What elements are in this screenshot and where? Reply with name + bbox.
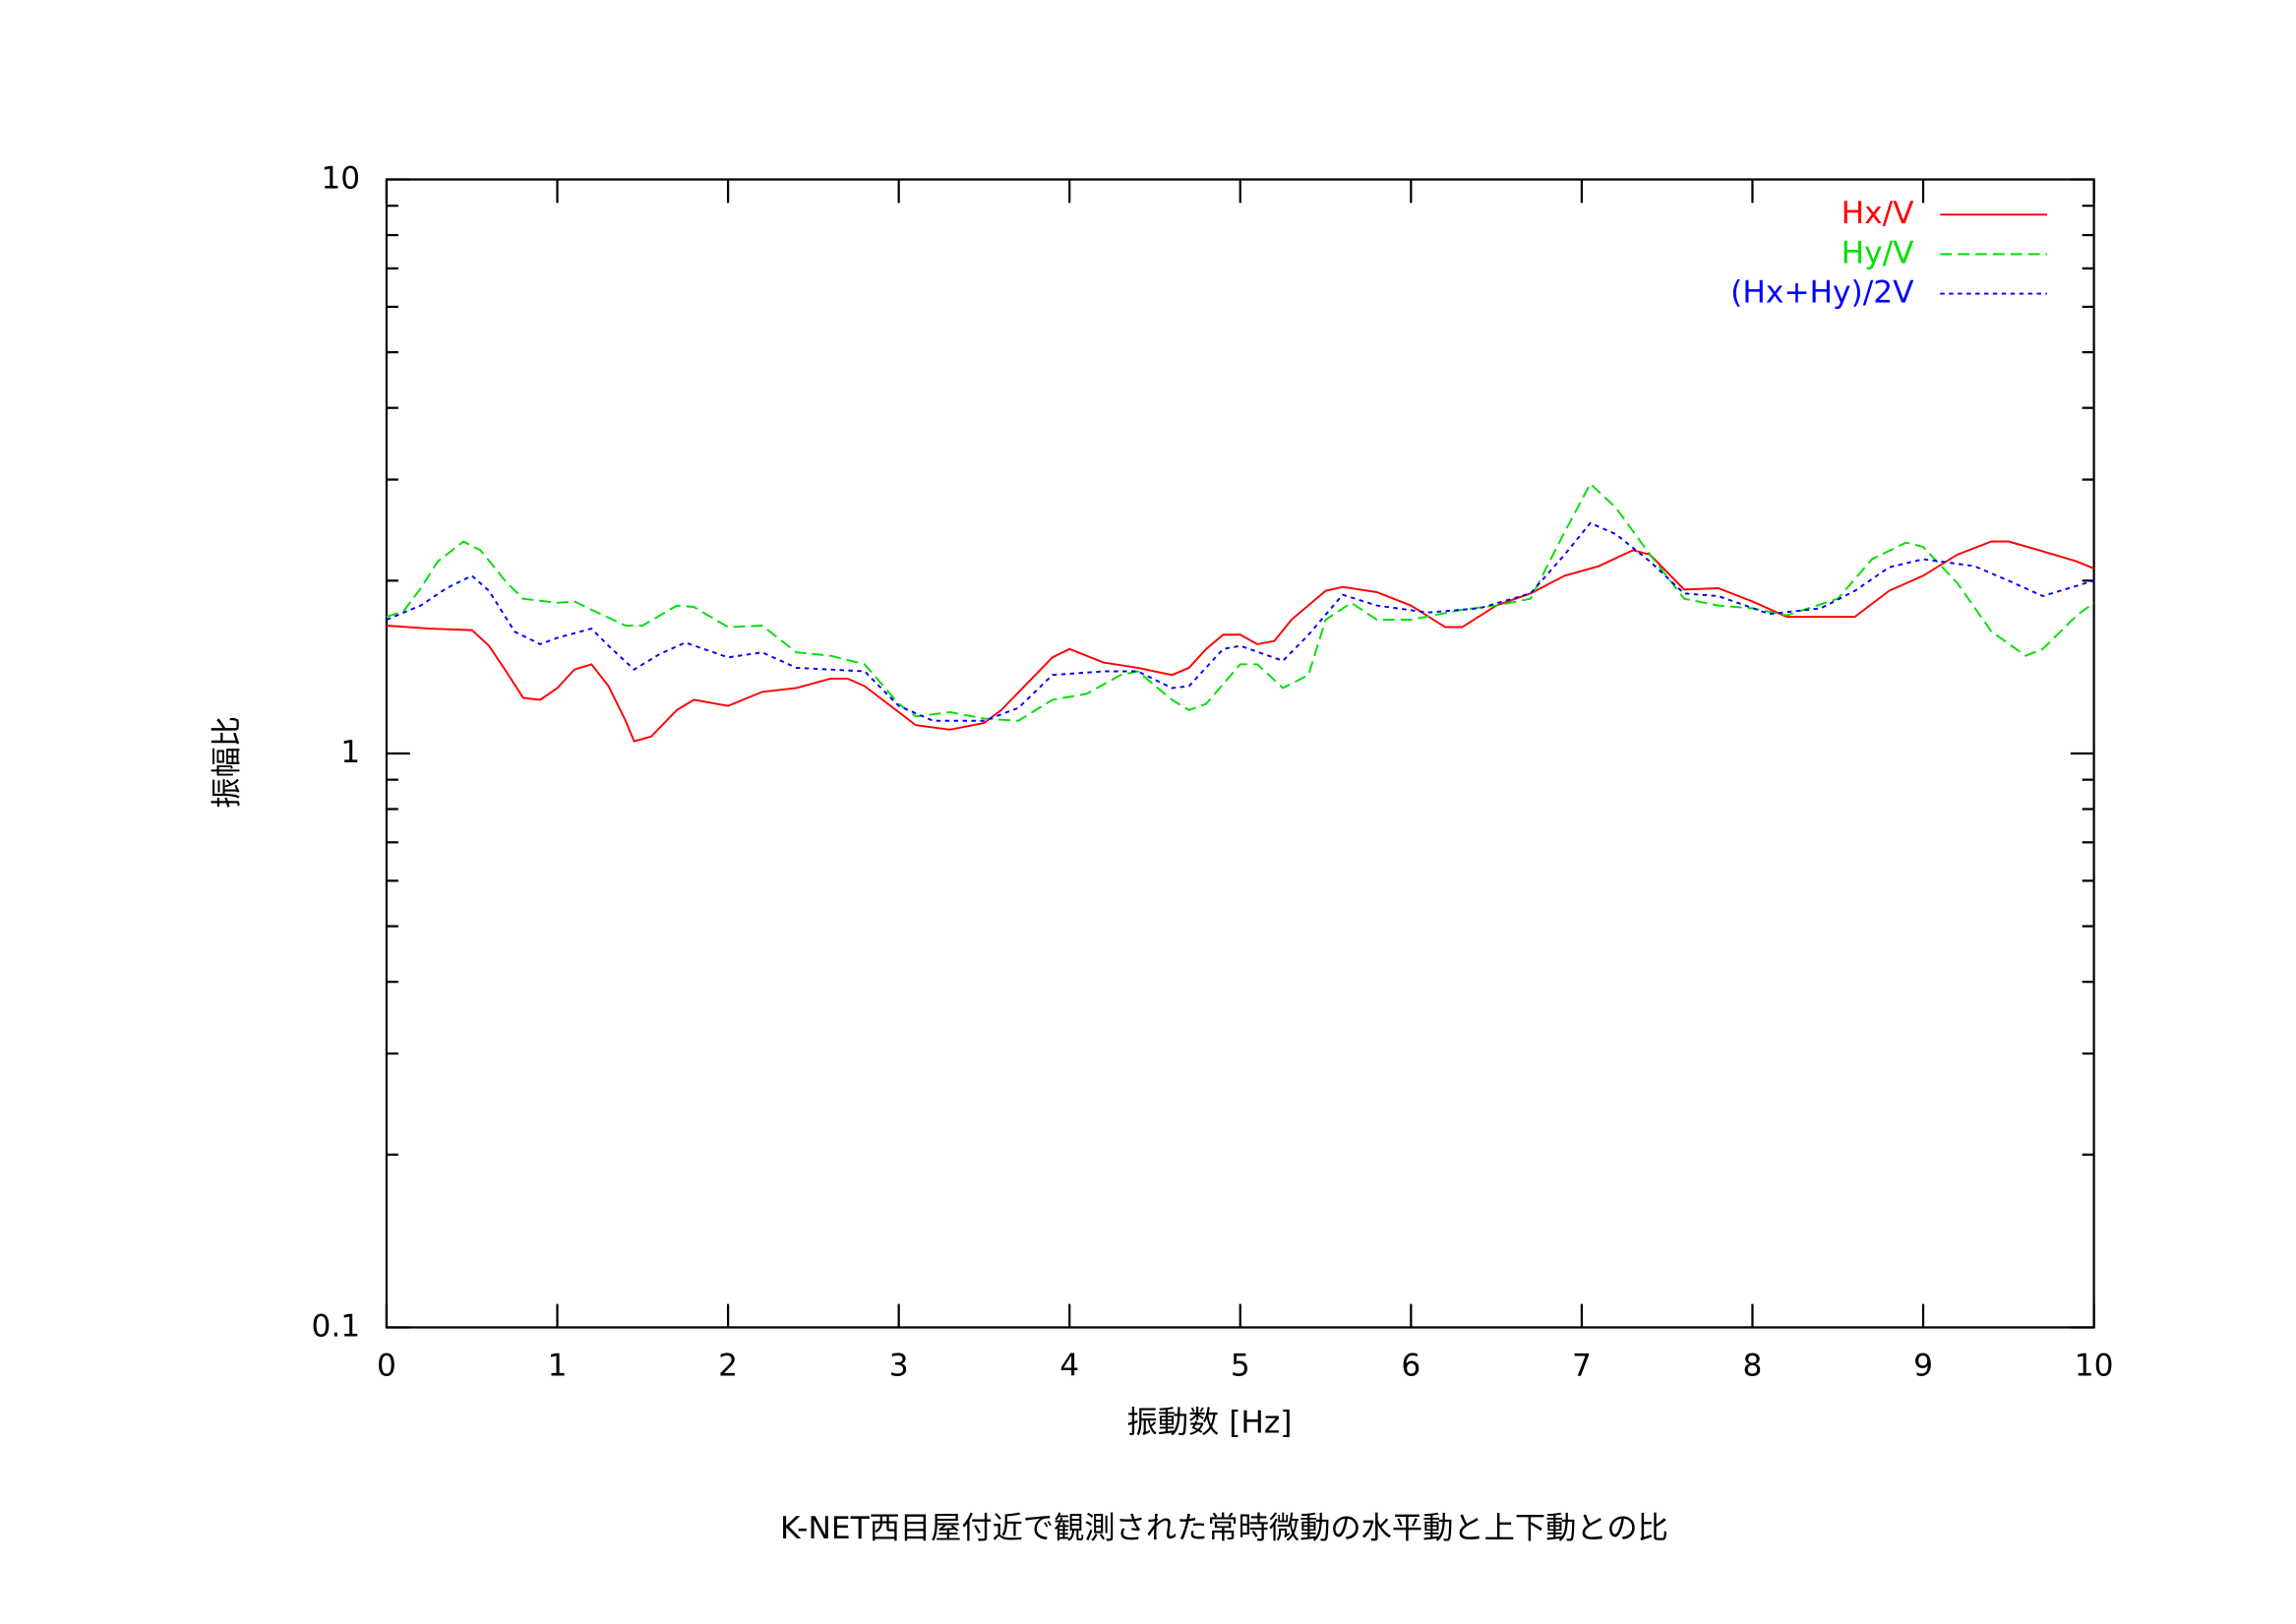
x-tick-label: 0 (377, 1349, 396, 1384)
y-axis-label: 振幅比 (210, 716, 245, 809)
x-tick-label: 6 (1401, 1349, 1420, 1384)
legend-label: (Hx+Hy)/2V (1730, 275, 1914, 311)
y-tick-label: 1 (340, 735, 360, 770)
x-tick-label: 10 (2075, 1349, 2114, 1384)
legend-label: Hx/V (1842, 196, 1915, 231)
x-tick-label: 9 (1913, 1349, 1933, 1384)
x-tick-label: 8 (1743, 1349, 1763, 1384)
y-tick-label: 10 (321, 160, 360, 196)
x-tick-label: 7 (1572, 1349, 1592, 1384)
x-tick-label: 2 (718, 1349, 738, 1384)
plot-frame (385, 178, 2095, 1329)
caption: K-NET西目屋付近で観測された常時微動の水平動と上下動との比 (780, 1511, 1668, 1546)
x-tick-label: 5 (1231, 1349, 1250, 1384)
x-tick-label: 4 (1059, 1349, 1079, 1384)
legend-label: Hy/V (1842, 235, 1915, 271)
x-tick-label: 1 (548, 1349, 568, 1384)
y-tick-label: 0.1 (311, 1308, 360, 1344)
series-line (386, 540, 2094, 743)
x-tick-label: 3 (889, 1349, 909, 1384)
x-axis-label: 振動数 [Hz] (1127, 1406, 1293, 1441)
series-line (386, 482, 2095, 722)
series-line (386, 521, 2094, 722)
